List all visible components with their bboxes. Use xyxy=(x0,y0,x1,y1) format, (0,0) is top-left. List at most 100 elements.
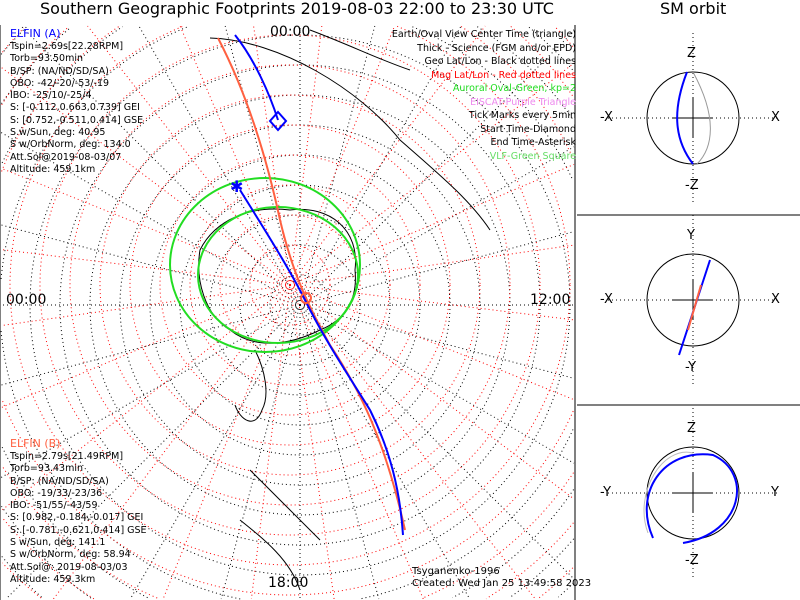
mag-lon-line xyxy=(289,284,575,500)
mag-lon-line xyxy=(289,284,335,600)
mag-lon-line xyxy=(162,284,291,600)
geo-lon-line xyxy=(220,304,301,600)
geo-lon-line xyxy=(299,231,575,306)
legend-item: Earth/Oval View Center Time (triangle) xyxy=(391,29,576,40)
geo-lon-line xyxy=(224,25,301,306)
model-label: Tsyganenko-1996 xyxy=(412,566,500,577)
info-line: IBO: -25/10/-25/4 xyxy=(10,90,92,102)
elfin-b-name: ELFIN (B) xyxy=(10,437,61,450)
info-line: S: [0.982,-0.184,-0.017] GEI xyxy=(10,512,144,524)
sm-axis-bottom: -Z xyxy=(685,553,699,568)
info-line: S w/Sun, deg: 40.95 xyxy=(10,127,106,139)
legend-item: EISCAT-Purple Triangle xyxy=(470,96,576,108)
start-diamond-icon xyxy=(268,110,288,132)
legend-item: Geo Lat/Lon - Black dotted lines xyxy=(424,56,576,67)
geo-lon-line xyxy=(299,304,575,464)
info-line: S w/Sun, deg: 141.1 xyxy=(10,537,106,549)
mag-lat-circle xyxy=(159,154,421,416)
legend-item: End Time-Asterisk xyxy=(490,137,576,148)
elfin-a-track xyxy=(234,34,404,536)
sm-axis-bottom: -Y xyxy=(685,360,697,375)
geo-lon-line xyxy=(20,25,301,306)
sm-axis-top: Z xyxy=(687,421,696,436)
info-line: Att.Sol@: 2019-08-03/03 xyxy=(10,561,128,573)
mag-lon-line xyxy=(0,284,291,409)
info-line: Torb=93.43min xyxy=(10,463,84,475)
info-line: B/SP: (NA/ND/SD/SA) xyxy=(10,475,109,487)
legend-item: Tick Marks every 5min xyxy=(468,110,576,121)
legend-item: Start Time-Diamond xyxy=(480,123,576,135)
info-line: S: [-0.781,-0.621,0.414] GSE xyxy=(10,524,147,536)
sm-axis-bottom: -Z xyxy=(685,178,699,193)
elfin-a-orbit xyxy=(676,71,694,165)
info-line: Tspin=2.69s[22.28RPM] xyxy=(10,41,124,52)
earth-circle xyxy=(646,253,740,347)
geo-lon-line xyxy=(0,131,301,306)
info-line: B/SP: (NA/ND/SD/SA) xyxy=(10,65,109,77)
mag-lon-line xyxy=(250,284,291,600)
time-label-bottom: 18:00 xyxy=(268,575,309,591)
geo-lat-circle xyxy=(59,64,541,546)
mag-lon-line xyxy=(289,284,536,600)
mag-lon-line xyxy=(0,249,291,286)
sm-axis-left: -X xyxy=(600,292,613,307)
geo-lon-line xyxy=(0,304,301,386)
sm-axis-top: Y xyxy=(687,228,695,243)
mag-lon-line xyxy=(289,25,396,286)
auroral-oval xyxy=(169,177,361,353)
geo-lon-line xyxy=(299,304,471,600)
geo-lon-line xyxy=(299,30,575,306)
mag-lat-circle xyxy=(219,214,361,356)
geo-lon-line xyxy=(299,304,575,580)
info-line: Att.Sol@2019-08-03/07 xyxy=(10,151,122,163)
mag-lat-circle xyxy=(9,25,571,566)
mag-lat-circle xyxy=(1,562,574,599)
geo-lat-circle xyxy=(0,26,574,600)
mag-lon-line xyxy=(289,244,575,286)
sm-axis-right: Y xyxy=(771,485,779,500)
info-line: Torb=93.50min xyxy=(10,53,84,65)
plot-title: Southern Geographic Footprints 2019-08-0… xyxy=(40,0,554,18)
mag-lon-line xyxy=(0,66,291,286)
geo-lon-line xyxy=(299,146,575,306)
mag-lon-line xyxy=(289,284,424,600)
time-label-top: 00:00 xyxy=(270,24,311,40)
end-asterisk-icon: ✱ xyxy=(230,177,243,196)
elfin-a-info: Tspin=2.69s[22.28RPM] Torb=93.50min B/SP: … xyxy=(10,41,143,176)
geo-lon-line xyxy=(299,304,575,379)
geo-lon-line xyxy=(299,304,380,600)
mag-lat-circle xyxy=(189,184,391,386)
sm-axis-right: X xyxy=(771,292,780,307)
mag-lon-line xyxy=(53,284,291,600)
geo-lon-line xyxy=(0,304,301,479)
geo-lon-line xyxy=(129,304,301,600)
elfin-b-orbit xyxy=(687,284,702,331)
geo-lat-circle xyxy=(179,184,421,426)
time-label-left: 00:00 xyxy=(6,292,47,308)
sm-axis-left: -Y xyxy=(600,485,612,500)
sm-orbit-title: SM orbit xyxy=(660,0,727,18)
geo-lon-line xyxy=(299,25,462,306)
info-line: Altitude: 459.3km xyxy=(10,573,96,585)
geo-lon-line xyxy=(299,25,376,306)
elfin-a-name: ELFIN (A) xyxy=(10,27,61,40)
mag-grid xyxy=(0,25,575,600)
legend: Earth/Oval View Center Time (triangle) Th… xyxy=(392,28,576,163)
sm-axis-right: X xyxy=(771,110,780,125)
info-line: OBO: -42/-20/-53/-19 xyxy=(10,77,110,89)
info-line: IBO: -51/55/-43/59 xyxy=(10,500,98,512)
time-label-right: 12:00 xyxy=(530,292,571,308)
orbit-backside xyxy=(643,451,694,534)
sm-axis-top: Z xyxy=(687,46,696,61)
mag-lon-line xyxy=(289,62,575,286)
mag-lon-line xyxy=(0,284,291,327)
earth-circle xyxy=(646,446,740,540)
info-line: S w/OrbNorm, deg: 134.0 xyxy=(10,139,131,151)
legend-item: Thick - Science (FGM and/or EPD) xyxy=(417,42,576,54)
info-line: Altitude: 459.1km xyxy=(10,163,96,175)
info-line: S: [0.752,-0.511,0.414] GSE xyxy=(10,114,144,126)
mag-lon-line xyxy=(0,167,291,286)
polar-grid xyxy=(0,25,575,600)
elfin-b-info: Tspin=2.79s[21.49RPM] Torb=93.43min B/SP: … xyxy=(10,451,147,586)
